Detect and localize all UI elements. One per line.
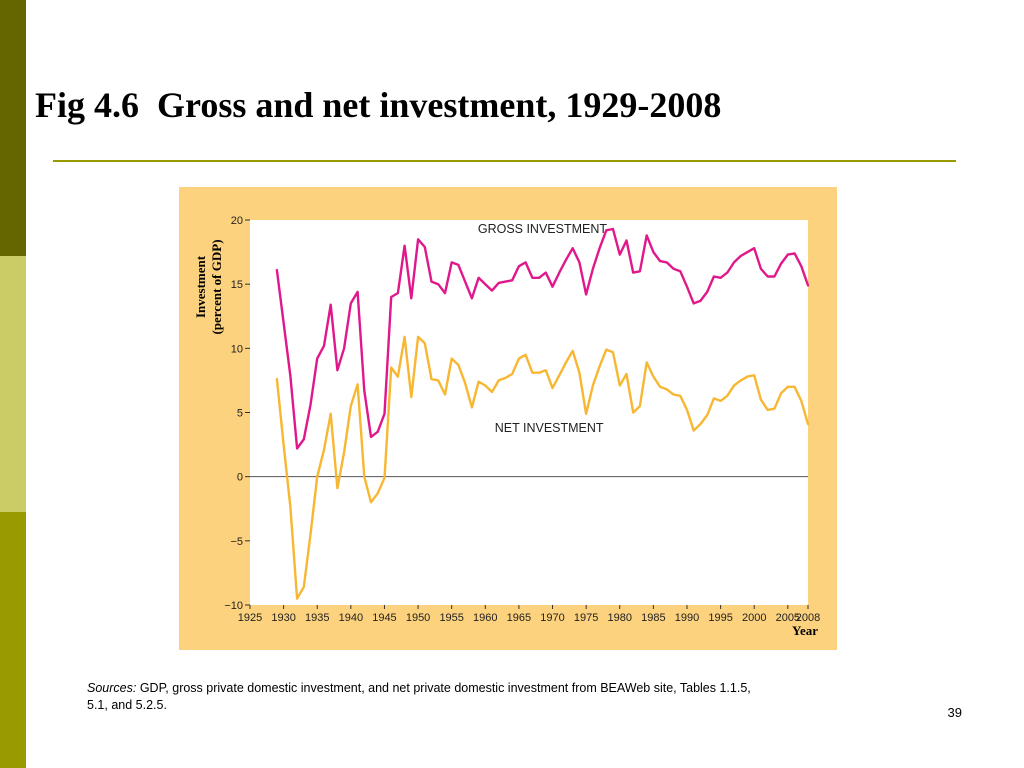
x-tick-label: 1965 — [507, 612, 531, 624]
y-tick-label: 20 — [231, 215, 243, 227]
y-tick-label: −5 — [230, 536, 243, 548]
x-tick-label: 1950 — [406, 612, 430, 624]
x-axis-ticks: 1925 1930 1935 1940 1945 1950 1955 1960 1965 1970… — [238, 605, 820, 624]
net-investment-line — [275, 335, 810, 600]
x-tick-label: 1955 — [439, 612, 463, 624]
sources-text: GDP, gross private domestic investment, … — [87, 681, 751, 712]
x-tick-label: 1935 — [305, 612, 329, 624]
gross-investment-line — [275, 227, 810, 450]
x-tick-label: 1960 — [473, 612, 497, 624]
x-tick-label: 1940 — [339, 612, 363, 624]
slide-title: Fig 4.6 Gross and net investment, 1929-2… — [35, 85, 722, 125]
x-tick-label: 1930 — [271, 612, 295, 624]
y-axis-label-line-2: (percent of GDP) — [209, 239, 224, 334]
plot-area — [250, 220, 808, 605]
x-tick-label: 1990 — [675, 612, 699, 624]
x-tick-label: 2008 — [796, 612, 820, 624]
y-tick-label: 10 — [231, 343, 243, 355]
sources-label: Sources: — [87, 681, 137, 695]
sources-note: Sources: GDP, gross private domestic inv… — [87, 680, 767, 714]
x-axis-label: Year — [792, 623, 818, 638]
title-divider — [53, 160, 956, 162]
x-tick-label: 2005 — [776, 612, 800, 624]
y-axis-ticks: 20 15 10 5 0 −5 −10 — [224, 215, 250, 612]
x-tick-label: 1945 — [372, 612, 396, 624]
y-tick-label: −10 — [224, 600, 243, 612]
accent-bar-bottom-segment — [0, 512, 26, 768]
page-number: 39 — [947, 705, 962, 720]
chart-panel: 20 15 10 5 0 −5 −10 1925 1930 1935 1940 1945 1950 19… — [179, 187, 837, 650]
x-tick-label: 1975 — [574, 612, 598, 624]
x-tick-label: 1925 — [238, 612, 262, 624]
y-tick-label: 0 — [237, 472, 243, 484]
y-tick-label: 5 — [237, 408, 243, 420]
left-accent-bar — [0, 0, 26, 768]
accent-bar-top-segment — [0, 0, 26, 256]
series-lines — [275, 227, 810, 600]
x-tick-label: 2000 — [742, 612, 766, 624]
y-tick-label: 15 — [231, 279, 243, 291]
series-annotations: GROSS INVESTMENT NET INVESTMENT — [478, 222, 608, 435]
accent-bar-middle-segment — [0, 256, 26, 512]
x-tick-label: 1970 — [540, 612, 564, 624]
x-tick-label: 1980 — [608, 612, 632, 624]
x-tick-label: 1995 — [708, 612, 732, 624]
y-axis-label-line-1: Investment — [193, 255, 208, 318]
x-tick-label: 1985 — [641, 612, 665, 624]
net-investment-label: NET INVESTMENT — [495, 421, 604, 435]
gross-investment-label: GROSS INVESTMENT — [478, 222, 608, 236]
